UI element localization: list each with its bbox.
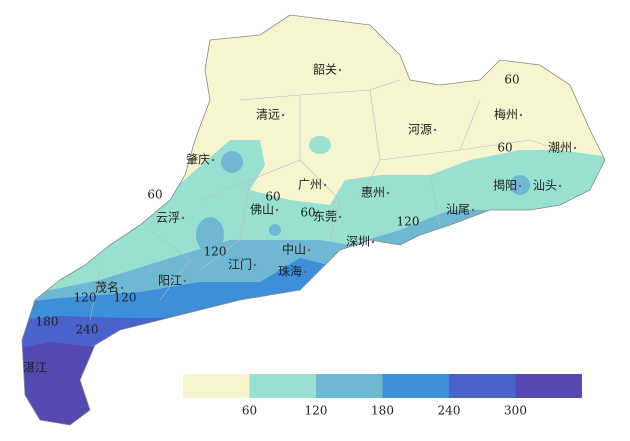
city-dot xyxy=(323,183,327,187)
contour-label: 60 xyxy=(265,190,280,204)
contour-label: 180 xyxy=(36,315,59,329)
rain-blob xyxy=(269,224,281,236)
contour-label: 120 xyxy=(397,215,420,229)
city-label: 惠州 xyxy=(361,186,385,200)
legend-tick-label: 60 xyxy=(242,404,257,418)
legend-tick-label: 240 xyxy=(438,404,461,418)
province-outline xyxy=(21,14,606,426)
city-label: 东莞 xyxy=(313,210,337,224)
city-dot xyxy=(183,279,187,283)
legend-swatch xyxy=(515,374,582,398)
city-dot xyxy=(471,208,475,212)
city-dot xyxy=(338,68,342,72)
legend-tick-label: 120 xyxy=(305,404,328,418)
city-dot xyxy=(281,113,285,117)
city-dot xyxy=(307,248,311,252)
city-dot xyxy=(303,270,307,274)
city-label: 深圳 xyxy=(346,235,370,249)
contour-label: 60 xyxy=(147,188,162,202)
contour-label: 120 xyxy=(74,291,97,305)
contour-label: 120 xyxy=(114,291,137,305)
city-dot xyxy=(275,208,279,212)
city-dot xyxy=(371,240,375,244)
legend-swatch xyxy=(183,374,250,398)
city-dot xyxy=(518,184,522,188)
city-dot xyxy=(558,184,562,188)
city-label: 汕头 xyxy=(533,179,557,193)
rain-blob xyxy=(221,151,243,173)
city-label: 河源 xyxy=(408,123,432,137)
contour-label: 60 xyxy=(497,141,512,155)
contour-label: 60 xyxy=(300,206,315,220)
city-dot xyxy=(211,158,215,162)
city-dot xyxy=(253,263,257,267)
legend-tick-label: 300 xyxy=(504,404,527,418)
city-dot xyxy=(433,128,437,132)
city-dot xyxy=(519,113,523,117)
city-dot xyxy=(48,366,52,370)
legend-swatch xyxy=(316,374,383,398)
contour-label: 120 xyxy=(204,245,227,259)
city-dot xyxy=(181,216,185,220)
city-label: 汕尾 xyxy=(446,203,470,217)
city-label: 梅州 xyxy=(494,107,518,122)
city-label: 广州 xyxy=(298,178,322,192)
city-label: 阳江 xyxy=(158,274,182,288)
city-label: 茂名 xyxy=(95,280,119,295)
city-label: 韶关 xyxy=(313,62,337,77)
rain-blob xyxy=(309,136,331,154)
city-label: 中山 xyxy=(282,242,306,257)
city-label: 揭阳 xyxy=(493,178,517,193)
city-dot xyxy=(386,191,390,195)
rain-blob xyxy=(196,217,224,253)
contour-label: 240 xyxy=(76,323,99,337)
city-borders xyxy=(89,79,561,321)
city-dot xyxy=(120,286,124,290)
city-label: 肇庆 xyxy=(186,152,210,167)
city-label: 云浮 xyxy=(156,211,180,225)
legend-swatch xyxy=(249,374,316,398)
city-label: 江门 xyxy=(228,257,252,272)
city-dot xyxy=(338,215,342,219)
contour-label: 60 xyxy=(504,73,519,87)
city-label: 清远 xyxy=(256,108,280,122)
legend-swatch xyxy=(449,374,516,398)
city-label: 潮州 xyxy=(548,140,572,155)
city-label: 佛山 xyxy=(250,203,274,217)
city-dot xyxy=(573,146,577,150)
legend-tick-label: 180 xyxy=(371,404,394,418)
legend-swatch xyxy=(382,374,449,398)
city-label: 珠海 xyxy=(278,264,302,279)
city-label: 湛江 xyxy=(23,361,47,375)
